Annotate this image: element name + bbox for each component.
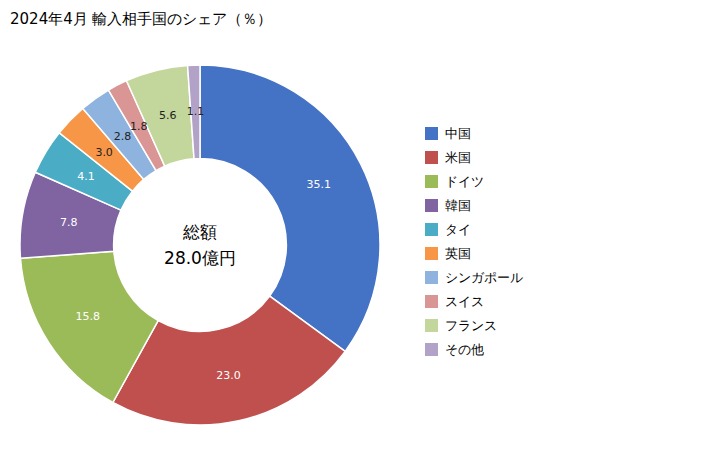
center-label: 総額 [182,222,217,242]
data-label: 23.0 [216,369,241,382]
legend-item: フランス [425,318,497,333]
data-label: 15.8 [76,310,101,323]
legend-label: タイ [445,222,471,237]
legend-swatch [425,319,438,332]
legend: 中国米国ドイツ韓国タイ英国シンガポールスイスフランスその他 [425,126,523,357]
legend-item: 韓国 [425,198,471,213]
legend-label: 中国 [445,126,471,141]
title: 2024年4月 輸入相手国のシェア（％） [10,10,273,28]
center-label: 28.0億円 [164,248,236,268]
legend-item: その他 [425,342,484,357]
legend-item: シンガポール [425,270,523,285]
legend-item: 米国 [425,150,471,165]
data-label: 35.1 [307,178,332,191]
legend-label: 米国 [445,150,471,165]
data-label: 2.8 [114,130,132,143]
slice [200,65,380,351]
legend-label: スイス [445,294,484,309]
data-label: 1.1 [187,105,205,118]
legend-item: タイ [425,222,471,237]
legend-label: ドイツ [445,174,484,189]
legend-item: 中国 [425,126,471,141]
legend-label: 英国 [445,246,471,261]
donut: 35.1 23.0 15.8 7.8 4.13.02.81.8 5.6 1.1 総額 28.0億… [20,65,380,425]
legend-swatch [425,151,438,164]
legend-swatch [425,271,438,284]
legend-label: フランス [445,318,497,333]
data-label: 4.1 [77,170,95,183]
legend-swatch [425,247,438,260]
legend-item: ドイツ [425,174,484,189]
legend-item: スイス [425,294,484,309]
legend-swatch [425,199,438,212]
data-label: 5.6 [159,109,177,122]
data-label: 3.0 [95,146,113,159]
legend-swatch [425,343,438,356]
legend-label: その他 [445,342,484,357]
slice [127,65,195,166]
data-label: 1.8 [130,120,148,133]
legend-swatch [425,223,438,236]
legend-label: 韓国 [445,198,471,213]
slice [20,251,158,402]
legend-swatch [425,295,438,308]
chart: 2024年4月 輸入相手国のシェア（％） 35.1 23.0 15.8 7.8 4.13.… [0,0,728,450]
legend-item: 英国 [425,246,471,261]
legend-label: シンガポール [445,270,523,285]
legend-swatch [425,175,438,188]
legend-swatch [425,127,438,140]
data-label: 7.8 [60,216,78,229]
